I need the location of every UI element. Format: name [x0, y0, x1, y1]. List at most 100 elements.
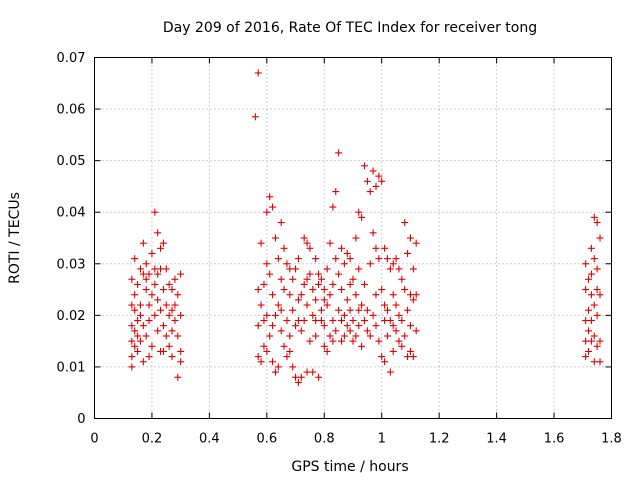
data-point	[404, 249, 412, 257]
data-point	[277, 275, 285, 283]
data-point	[280, 244, 288, 252]
x-tick-label: 1.6	[544, 432, 565, 447]
data-point	[131, 255, 139, 263]
data-point	[139, 239, 147, 247]
data-point	[335, 270, 343, 278]
x-tick-label: 1	[378, 432, 386, 447]
data-point	[326, 332, 334, 340]
data-point	[306, 337, 314, 345]
data-point	[303, 275, 311, 283]
data-point	[587, 317, 595, 325]
data-point	[177, 270, 185, 278]
data-point	[266, 193, 274, 201]
data-point	[289, 363, 297, 371]
data-point	[289, 275, 297, 283]
data-point	[346, 306, 354, 314]
data-point	[136, 311, 144, 319]
data-point	[389, 322, 397, 330]
data-point	[358, 213, 366, 221]
data-point	[378, 177, 386, 185]
y-tick-label: 0.02	[57, 309, 86, 324]
data-point	[343, 296, 351, 304]
data-point	[355, 322, 363, 330]
data-point	[352, 234, 360, 242]
data-point	[277, 306, 285, 314]
data-point	[315, 280, 323, 288]
data-point	[162, 265, 170, 273]
data-point	[171, 301, 179, 309]
axis-ticks	[94, 57, 612, 419]
data-point	[266, 270, 274, 278]
data-point	[171, 275, 179, 283]
data-point	[338, 317, 346, 325]
data-point	[381, 358, 389, 366]
data-point	[274, 301, 282, 309]
data-point	[306, 244, 314, 252]
data-point	[154, 270, 162, 278]
data-point	[406, 234, 414, 242]
data-point	[593, 265, 601, 273]
data-point	[389, 291, 397, 299]
data-point	[389, 347, 397, 355]
data-point	[257, 301, 265, 309]
data-point	[389, 260, 397, 268]
data-point	[294, 317, 302, 325]
data-point	[398, 317, 406, 325]
data-point	[596, 291, 604, 299]
data-point	[260, 317, 268, 325]
data-point	[294, 255, 302, 263]
data-point	[154, 229, 162, 237]
data-point	[596, 234, 604, 242]
data-point	[269, 203, 277, 211]
data-point	[283, 353, 291, 361]
data-point	[134, 317, 142, 325]
data-point	[315, 270, 323, 278]
data-point	[168, 327, 176, 335]
data-point	[280, 286, 288, 294]
data-point	[154, 327, 162, 335]
data-point	[412, 239, 420, 247]
data-point	[312, 332, 320, 340]
data-point	[392, 327, 400, 335]
data-point	[404, 306, 412, 314]
data-point	[406, 347, 414, 355]
data-point	[349, 317, 357, 325]
data-point	[409, 296, 417, 304]
x-tick-label: 0.8	[314, 432, 335, 447]
data-point	[412, 291, 420, 299]
data-point	[174, 373, 182, 381]
data-point	[148, 342, 156, 350]
data-point	[151, 280, 159, 288]
data-point	[162, 332, 170, 340]
data-point	[590, 255, 598, 263]
chart-title: Day 209 of 2016, Rate Of TEC Index for r…	[163, 20, 537, 36]
data-point	[139, 322, 147, 330]
data-point	[381, 317, 389, 325]
data-point	[401, 286, 409, 294]
x-tick-label: 0.2	[142, 432, 163, 447]
data-point	[378, 286, 386, 294]
data-point	[596, 337, 604, 345]
y-tick-label: 0.04	[57, 206, 86, 221]
data-point	[145, 353, 153, 361]
data-point	[338, 244, 346, 252]
data-point	[263, 260, 271, 268]
axis-tick-labels: 0 0.2 0.4 0.6 0.8 1 1.2 1.4 1.6 1.8 0 0.01 0.02 0.03 0…	[57, 51, 622, 447]
data-point	[148, 249, 156, 257]
data-point	[162, 301, 170, 309]
data-point	[355, 306, 363, 314]
data-point	[177, 358, 185, 366]
data-point	[412, 327, 420, 335]
data-point	[358, 301, 366, 309]
data-point	[300, 234, 308, 242]
data-point	[159, 347, 167, 355]
data-point	[329, 203, 337, 211]
data-point	[587, 244, 595, 252]
data-point	[271, 311, 279, 319]
data-point	[306, 270, 314, 278]
data-points	[128, 69, 604, 386]
data-point	[139, 358, 147, 366]
data-point	[381, 244, 389, 252]
data-point	[398, 342, 406, 350]
